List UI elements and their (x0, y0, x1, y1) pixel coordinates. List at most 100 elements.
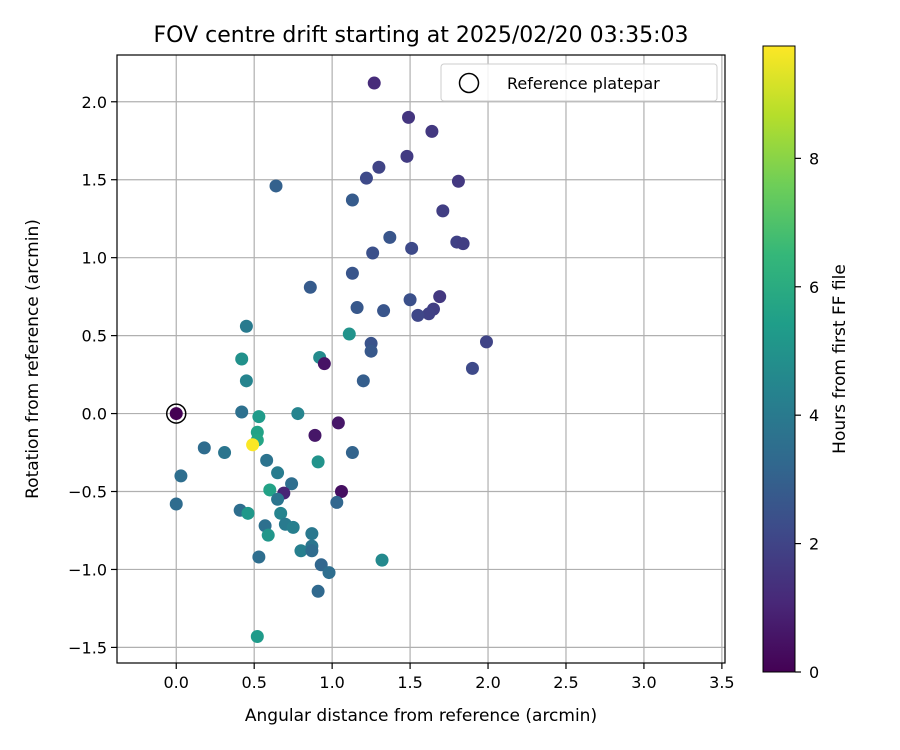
scatter-point (350, 301, 364, 315)
x-axis-ticks: 0.0 0.5 1.0 1.5 2.0 2.5 3.0 3.5 (164, 663, 735, 692)
scatter-point (383, 230, 397, 244)
scatter-point (311, 455, 325, 469)
plot-frame (116, 54, 726, 664)
scatter-point (239, 374, 253, 388)
scatter-point (366, 246, 380, 260)
scatter-point (271, 492, 285, 506)
scatter-points (169, 76, 493, 643)
scatter-point (174, 469, 188, 483)
y-tick-label: 1.5 (82, 171, 107, 190)
scatter-point (345, 266, 359, 280)
chart-title: FOV centre drift starting at 2025/02/20 … (154, 23, 689, 48)
scatter-point (479, 335, 493, 349)
scatter-point (263, 483, 277, 497)
colorbar-tick-label: 0 (809, 663, 819, 682)
y-tick-label: 0.5 (82, 327, 107, 346)
y-axis-ticks: −1.5 −1.0 −0.5 0.0 0.5 1.0 1.5 2.0 (68, 93, 117, 657)
y-tick-label: 2.0 (82, 93, 107, 112)
reference-marker (165, 403, 187, 424)
scatter-point (269, 179, 283, 193)
scatter-point (422, 307, 436, 321)
legend: Reference platepar (440, 63, 718, 102)
colorbar-label: Hours from first FF file (830, 264, 850, 454)
y-tick-label: 1.0 (82, 249, 107, 268)
scatter-point (169, 497, 183, 511)
scatter-point (305, 544, 319, 558)
y-tick-label: −1.0 (68, 560, 107, 579)
scatter-point (331, 416, 345, 430)
scatter-point (286, 520, 300, 534)
scatter-point (465, 361, 479, 375)
scatter-point (334, 485, 348, 499)
scatter-point (285, 477, 299, 491)
y-tick-label: −1.5 (68, 638, 107, 657)
scatter-point (218, 446, 232, 460)
colorbar-tick-label: 8 (809, 149, 819, 168)
scatter-point (235, 352, 249, 366)
scatter-point (261, 528, 275, 542)
colorbar: 0 2 4 6 8 Hours from first FF file (762, 45, 850, 682)
reference-platepar-marker (165, 403, 187, 424)
legend-marker-icon (458, 72, 480, 94)
legend-entry-reference-platepar: Reference platepar (507, 74, 660, 93)
scatter-point (330, 495, 344, 509)
scatter-point (375, 553, 389, 567)
x-tick-label: 2.5 (553, 673, 578, 692)
scatter-point (252, 550, 266, 564)
scatter-point (405, 241, 419, 255)
x-tick-label: 0.0 (164, 673, 189, 692)
x-tick-label: 1.0 (319, 673, 344, 692)
scatter-point (260, 453, 274, 467)
grid-lines (117, 55, 725, 663)
scatter-point (345, 193, 359, 207)
y-axis-label: Rotation from reference (arcmin) (23, 219, 43, 499)
scatter-point (252, 410, 266, 424)
scatter-point (403, 293, 417, 307)
scatter-point (433, 290, 447, 304)
scatter-point (294, 544, 308, 558)
x-tick-label: 0.5 (241, 673, 266, 692)
y-tick-label: 0.0 (82, 405, 107, 424)
x-tick-label: 3.0 (631, 673, 656, 692)
scatter-point (402, 110, 416, 124)
y-tick-label: −0.5 (68, 483, 107, 502)
scatter-point (356, 374, 370, 388)
scatter-point (246, 438, 260, 452)
scatter-point (451, 174, 465, 188)
scatter-point (345, 446, 359, 460)
scatter-point (367, 76, 381, 90)
scatter-point (411, 308, 425, 322)
scatter-point (197, 441, 211, 455)
colorbar-tick-label: 2 (809, 535, 819, 554)
scatter-point (311, 584, 325, 598)
scatter-point (425, 124, 439, 138)
colorbar-tick-label: 6 (809, 278, 819, 297)
scatter-point (303, 280, 317, 294)
x-axis-label: Angular distance from reference (arcmin) (245, 706, 597, 726)
scatter-point (241, 506, 255, 520)
scatter-point (239, 319, 253, 333)
scatter-point (372, 160, 386, 174)
scatter-point (342, 327, 356, 341)
scatter-point (271, 466, 285, 480)
legend-box (440, 63, 718, 102)
x-tick-label: 1.5 (397, 673, 422, 692)
scatter-point (250, 629, 264, 643)
scatter-point (456, 237, 470, 251)
scatter-point (436, 204, 450, 218)
colorbar-ticks: 0 2 4 6 8 (795, 149, 819, 682)
scatter-point (291, 407, 305, 421)
scatter-point (305, 527, 319, 541)
scatter-point (308, 428, 322, 442)
scatter-point (235, 405, 249, 419)
scatter-point (322, 566, 336, 580)
colorbar-gradient (762, 45, 796, 673)
scatter-point (169, 407, 183, 421)
scatter-point (359, 171, 373, 185)
scatter-point (274, 506, 288, 520)
x-tick-label: 2.0 (475, 673, 500, 692)
scatter-point (317, 357, 331, 371)
colorbar-tick-label: 4 (809, 406, 819, 425)
x-tick-label: 3.5 (709, 673, 734, 692)
